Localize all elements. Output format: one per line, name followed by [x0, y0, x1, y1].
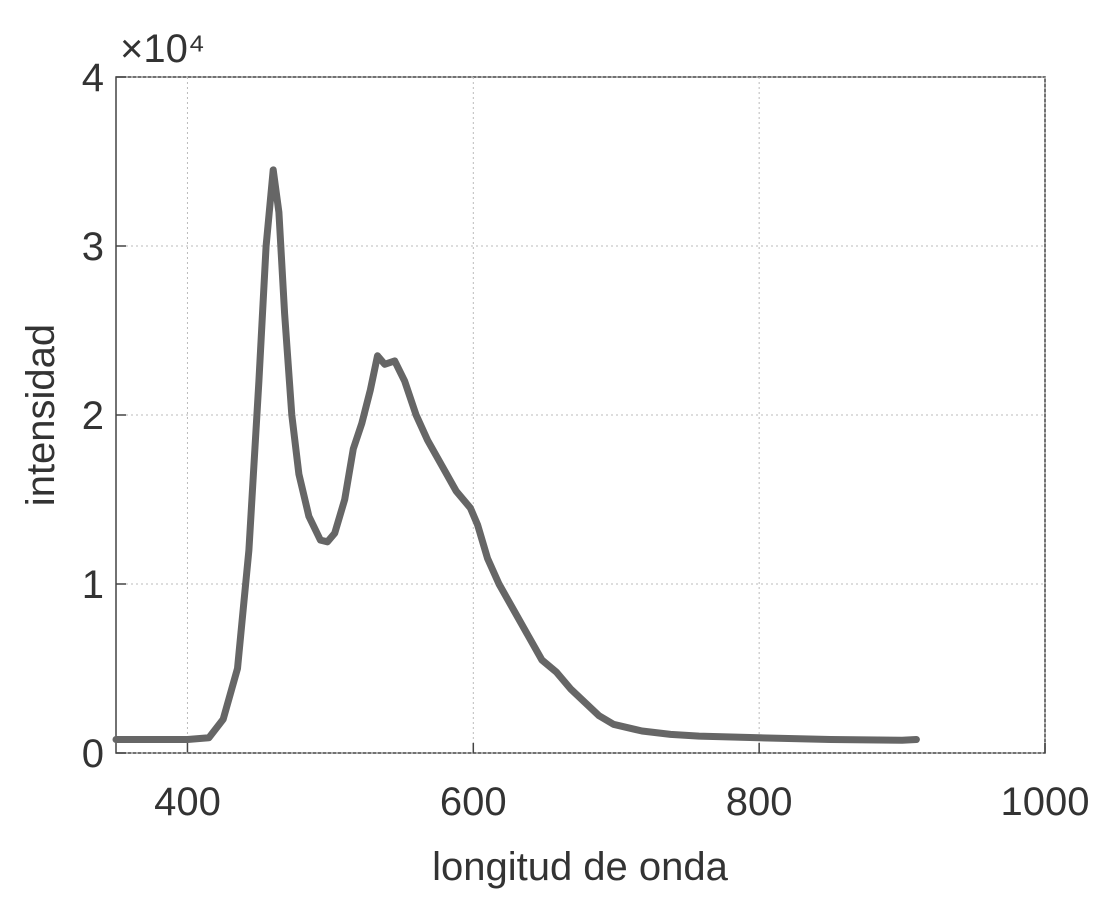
y-axis-label: intensidad — [19, 324, 63, 506]
x-axis-label: longitud de onda — [432, 845, 729, 889]
x-tick-label: 400 — [154, 780, 221, 824]
y-tick-label: 4 — [82, 56, 104, 100]
x-tick-label: 1000 — [1001, 780, 1090, 824]
y-tick-label: 3 — [82, 225, 104, 269]
data-line — [112, 166, 920, 744]
y-tick-label: 2 — [82, 394, 104, 438]
x-tick-label: 600 — [440, 780, 507, 824]
y-multiplier: ×10⁴ — [120, 27, 205, 71]
y-tick-label: 1 — [82, 563, 104, 607]
y-tick-label: 0 — [82, 732, 104, 776]
x-tick-label: 800 — [726, 780, 793, 824]
